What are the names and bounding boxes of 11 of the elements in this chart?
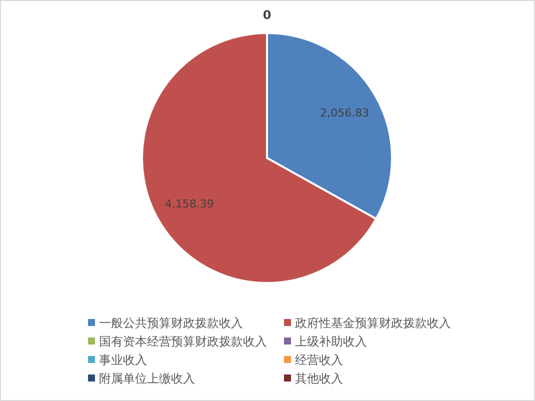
legend-label: 国有资本经营预算财政拨款收入 bbox=[99, 334, 267, 348]
legend-label: 政府性基金预算财政拨款收入 bbox=[295, 316, 451, 330]
legend-label: 附属单位上缴收入 bbox=[99, 372, 195, 386]
legend-label: 经营收入 bbox=[295, 353, 343, 367]
legend-label: 一般公共预算财政拨款收入 bbox=[99, 316, 243, 330]
legend-label: 事业收入 bbox=[99, 353, 147, 367]
legend-label: 其他收入 bbox=[295, 372, 343, 386]
text: 0 bbox=[262, 8, 272, 22]
legend-label: 上级补助收入 bbox=[295, 334, 367, 348]
data-label: 2,056.83 bbox=[320, 106, 370, 120]
data-label: 4,158.39 bbox=[164, 198, 214, 211]
